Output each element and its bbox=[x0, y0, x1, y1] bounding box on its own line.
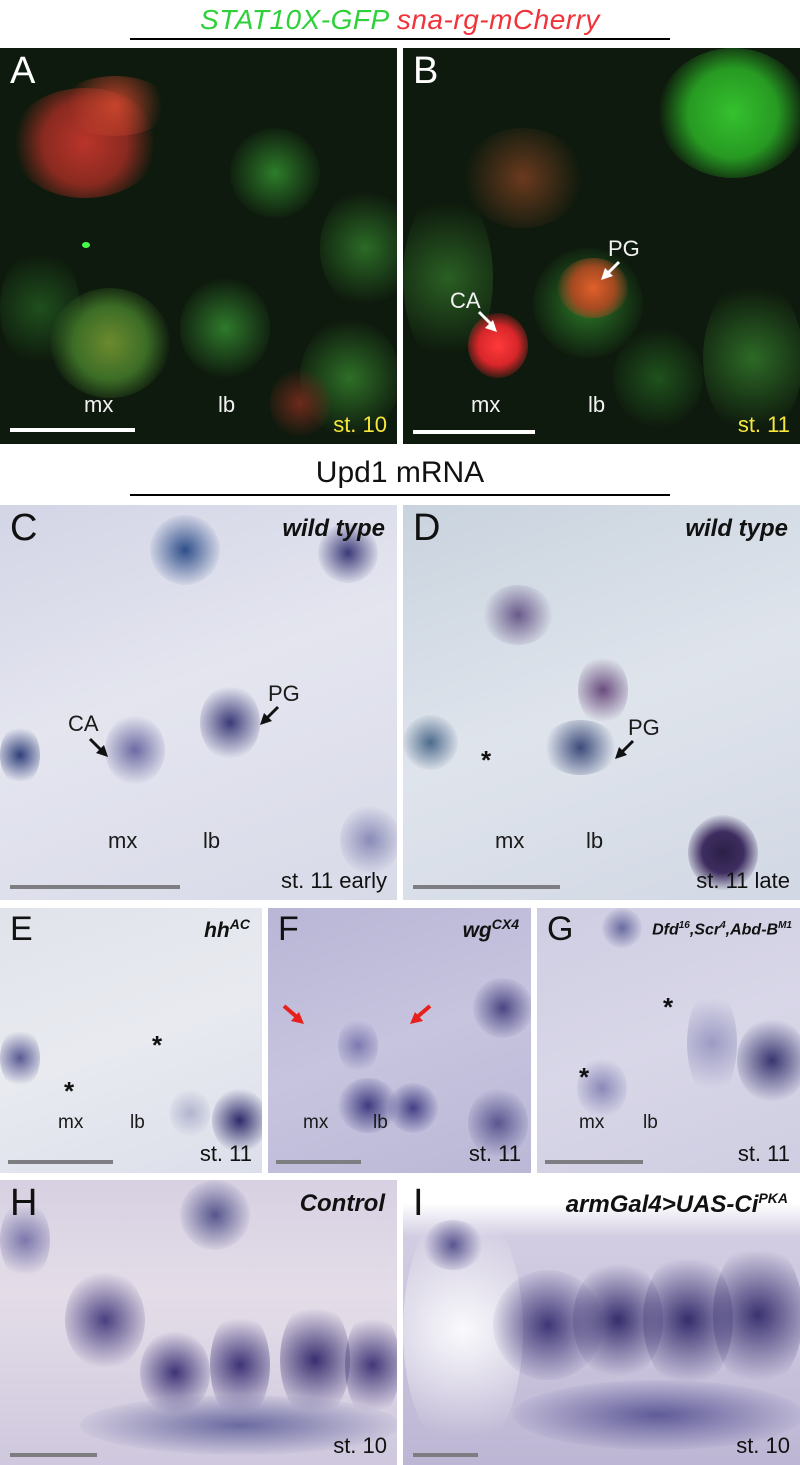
panel-e-letter: E bbox=[10, 910, 33, 948]
panel-f-genotype-base: wg bbox=[462, 919, 492, 942]
panel-d-pg-label: PG bbox=[628, 715, 660, 740]
header-underline-1 bbox=[130, 38, 670, 40]
panel-i-genotype-base: armGal4>UAS-Ci bbox=[565, 1191, 759, 1218]
panel-c-ca-arrow-icon bbox=[88, 737, 108, 757]
panel-h: H Control st. 10 bbox=[0, 1180, 397, 1465]
panel-h-stage: st. 10 bbox=[333, 1433, 387, 1458]
panel-a: A mx lb st. 10 bbox=[0, 48, 397, 444]
panel-g-lb-label: lb bbox=[643, 1112, 658, 1133]
figure-header-upd1: Upd1 mRNA bbox=[315, 456, 485, 489]
panel-c-pg-arrow-icon bbox=[260, 705, 280, 725]
panel-d-scalebar bbox=[413, 885, 560, 889]
panel-i-stage: st. 10 bbox=[736, 1433, 790, 1458]
panel-f-scalebar bbox=[276, 1160, 361, 1164]
panel-e-genotype-allele: AC bbox=[229, 916, 250, 932]
panel-g-scalebar bbox=[545, 1160, 643, 1164]
panel-c-letter: C bbox=[10, 507, 38, 549]
panel-i-genotype-variant: PKA bbox=[758, 1190, 788, 1206]
panel-g-allele-dfd: 16 bbox=[678, 920, 690, 931]
panel-a-stage: st. 10 bbox=[333, 412, 387, 437]
panel-a-lb-label: lb bbox=[218, 392, 236, 417]
panel-f-genotype-allele: CX4 bbox=[491, 916, 519, 932]
header-gfp-label: STAT10X-GFP bbox=[200, 4, 389, 35]
panel-e-genotype: hhAC bbox=[204, 916, 250, 943]
panel-i: I armGal4>UAS-CiPKA st. 10 bbox=[403, 1180, 800, 1465]
panel-e-genotype-base: hh bbox=[204, 919, 230, 942]
panel-i-genotype: armGal4>UAS-CiPKA bbox=[566, 1190, 788, 1219]
panel-f-mx-label: mx bbox=[303, 1112, 329, 1133]
panel-c-scalebar bbox=[10, 885, 180, 889]
panel-c: C wild type CA PG mx lb st. 11 early bbox=[0, 505, 397, 900]
panel-c-lb-label: lb bbox=[203, 828, 221, 853]
panel-d: D wild type PG * mx lb st. 11 late bbox=[403, 505, 800, 900]
panel-f-lb-label: lb bbox=[373, 1112, 388, 1133]
panel-g-letter: G bbox=[547, 910, 574, 948]
panel-c-mx-label: mx bbox=[108, 828, 138, 853]
panel-g-gene-abdb: ,Abd-B bbox=[725, 921, 779, 939]
panel-g-gene-scr: ,Scr bbox=[689, 921, 721, 939]
panel-b-pg-label: PG bbox=[608, 236, 640, 261]
panel-e-stage: st. 11 bbox=[199, 1141, 252, 1166]
panel-b-mx-label: mx bbox=[471, 392, 501, 417]
panel-d-asterisk: * bbox=[481, 745, 492, 775]
panel-e-lb-label: lb bbox=[130, 1112, 145, 1133]
panel-c-stage: st. 11 early bbox=[281, 868, 387, 893]
panel-d-letter: D bbox=[413, 507, 441, 549]
panel-b-lb-label: lb bbox=[588, 392, 606, 417]
panel-e-asterisk-lb: * bbox=[152, 1030, 163, 1060]
panel-b-ca-arrow-icon bbox=[477, 310, 497, 332]
panel-g-allele-abdb: M1 bbox=[778, 920, 792, 931]
panel-b-stage: st. 11 bbox=[737, 412, 790, 437]
figure-header-reporters: STAT10X-GFP sna-rg-mCherry bbox=[0, 4, 800, 36]
panel-b-letter: B bbox=[413, 50, 439, 92]
panel-d-pg-arrow-icon bbox=[615, 739, 635, 759]
panel-g-mx-label: mx bbox=[579, 1112, 605, 1133]
panel-h-letter: H bbox=[10, 1182, 38, 1224]
panel-g: G Dfd16,Scr4,Abd-BM1 * * mx lb st. 11 bbox=[537, 908, 800, 1173]
panel-d-stage: st. 11 late bbox=[696, 868, 790, 893]
panel-a-mx-label: mx bbox=[84, 392, 114, 417]
panel-c-genotype: wild type bbox=[282, 515, 385, 542]
panel-e-scalebar bbox=[8, 1160, 113, 1164]
panel-c-ca-label: CA bbox=[68, 711, 99, 736]
panel-h-scalebar bbox=[10, 1453, 97, 1457]
panel-b-ca-label: CA bbox=[450, 288, 481, 313]
panel-d-genotype: wild type bbox=[685, 515, 788, 542]
panel-g-stage: st. 11 bbox=[737, 1141, 790, 1166]
header-underline-2 bbox=[130, 494, 670, 496]
panel-f-red-arrow-left-icon bbox=[282, 1004, 304, 1024]
panel-c-pg-label: PG bbox=[268, 681, 300, 706]
panel-b-scalebar bbox=[413, 430, 535, 434]
panel-e-mx-label: mx bbox=[58, 1112, 84, 1133]
panel-h-genotype: Control bbox=[299, 1190, 385, 1217]
panel-a-letter: A bbox=[10, 50, 36, 92]
panel-g-gene-dfd: Dfd bbox=[652, 921, 679, 939]
panel-d-mx-label: mx bbox=[495, 828, 525, 853]
panel-f-letter: F bbox=[278, 910, 299, 948]
panel-a-scalebar bbox=[10, 428, 135, 432]
panel-i-letter: I bbox=[413, 1182, 424, 1224]
panel-f-genotype: wgCX4 bbox=[463, 916, 519, 943]
panel-g-asterisk-mx: * bbox=[579, 1062, 590, 1092]
panel-f-red-arrow-right-icon bbox=[410, 1004, 432, 1024]
header-mcherry-label: sna-rg-mCherry bbox=[396, 4, 600, 35]
panel-i-scalebar bbox=[413, 1453, 478, 1457]
panel-g-genotype: Dfd16,Scr4,Abd-BM1 bbox=[652, 920, 792, 939]
panel-g-asterisk-lb: * bbox=[663, 992, 674, 1022]
panel-b: B CA PG mx lb st. 11 bbox=[403, 48, 800, 444]
panel-d-lb-label: lb bbox=[586, 828, 604, 853]
panel-b-pg-arrow-icon bbox=[601, 260, 621, 280]
panel-f: F wgCX4 mx lb st. 11 bbox=[268, 908, 531, 1173]
panel-f-stage: st. 11 bbox=[468, 1141, 521, 1166]
panel-e-asterisk-mx: * bbox=[64, 1076, 75, 1106]
panel-g-allele-scr: 4 bbox=[720, 920, 726, 931]
panel-e: E hhAC * * mx lb st. 11 bbox=[0, 908, 262, 1173]
